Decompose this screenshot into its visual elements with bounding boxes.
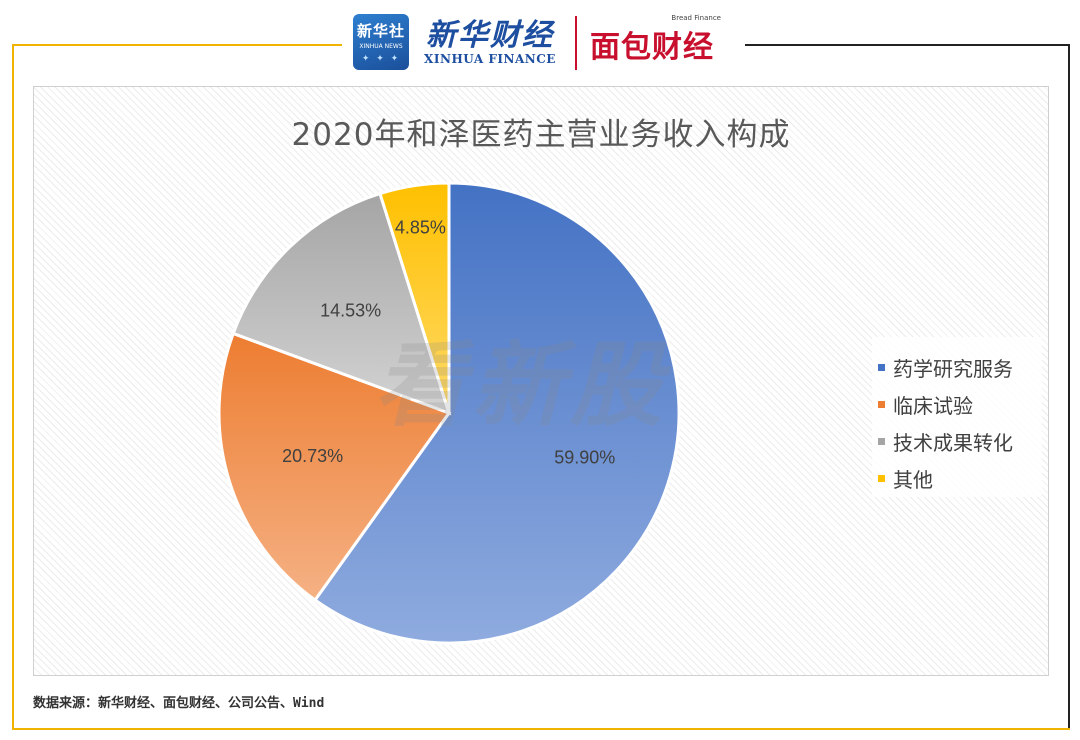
frame-top-right (745, 44, 1070, 46)
frame-bottom (12, 728, 1070, 730)
legend-swatch-3 (878, 475, 885, 482)
bread-finance-logo-tag: Bread Finance (671, 14, 721, 22)
bread-finance-logo-cn: 面包财经 (590, 30, 714, 65)
xinhua-finance-logo-en: XINHUA FINANCE (424, 52, 556, 66)
legend-label: 临床试验 (893, 394, 973, 418)
pie-data-label-2: 14.53% (320, 301, 381, 321)
chart-panel: 2020年和泽医药主营业务收入构成 看新股 59.90% 20.73% 14.53%… (33, 86, 1049, 676)
pie-data-label-0: 59.90% (554, 448, 615, 468)
pie-data-label-1: 20.73% (282, 446, 343, 466)
legend-item: 其他 (878, 460, 1042, 497)
legend-item: 药学研究服务 (878, 349, 1042, 386)
pie-slices (217, 181, 681, 645)
pie-slice-2 (231, 191, 452, 416)
xinhua-news-logo-dots: ✦ ✦ ✦ (361, 54, 401, 64)
pie-slice-0 (312, 181, 681, 645)
legend-item: 技术成果转化 (878, 423, 1042, 460)
legend-swatch-0 (878, 364, 885, 371)
pie-data-label-3: 4.85% (395, 218, 446, 238)
xinhua-news-logo: 新华社 XINHUA NEWS ✦ ✦ ✦ (353, 14, 409, 70)
frame-left (12, 44, 14, 730)
xinhua-news-logo-cn: 新华社 (356, 22, 405, 40)
pie-labels: 59.90% 20.73% 14.53% 4.85% (282, 218, 615, 468)
pie-slice-1 (217, 331, 452, 603)
watermark-text: 看新股 (374, 332, 671, 439)
pie-slice-3 (378, 181, 451, 414)
xinhua-finance-logo: 新华财经 XINHUA FINANCE (420, 10, 560, 66)
frame-top-left (12, 44, 342, 46)
bread-finance-logo: Bread Finance 面包财经 (590, 14, 735, 66)
legend-swatch-1 (878, 401, 885, 408)
chart-title: 2020年和泽医药主营业务收入构成 (291, 117, 791, 153)
legend-label: 技术成果转化 (893, 431, 1013, 455)
legend-item: 临床试验 (878, 386, 1042, 423)
pie-chart: 看新股 59.90% 20.73% 14.53% 4.85% (217, 181, 681, 645)
xinhua-news-logo-en: XINHUA NEWS (359, 43, 403, 50)
frame-right (1068, 44, 1070, 730)
legend-label: 其他 (893, 468, 933, 492)
legend-label: 药学研究服务 (893, 357, 1013, 381)
xinhua-finance-logo-cn: 新华财经 (426, 18, 554, 53)
data-source-note: 数据来源：新华财经、面包财经、公司公告、Wind (33, 696, 325, 711)
legend-swatch-2 (878, 438, 885, 445)
chart-legend: 药学研究服务 临床试验 技术成果转化 其他 (872, 337, 1042, 497)
brand-divider (575, 16, 577, 70)
